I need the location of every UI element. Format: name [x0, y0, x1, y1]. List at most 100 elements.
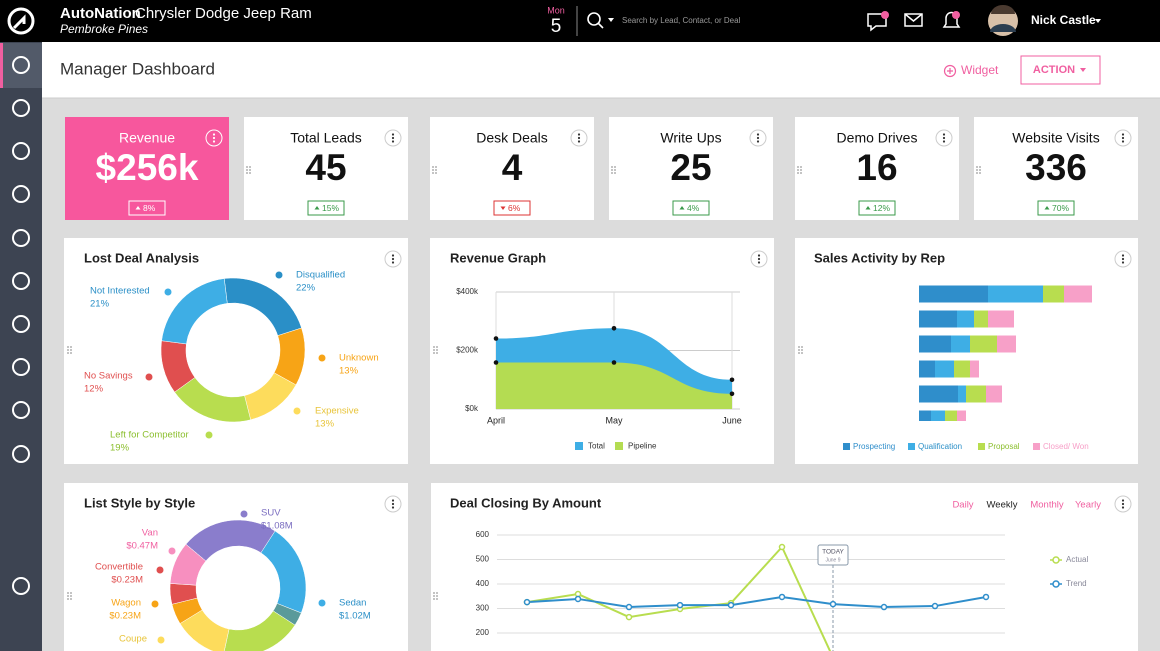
menu-dot[interactable]	[212, 140, 216, 143]
handle-dot[interactable]	[249, 172, 251, 174]
menu-dot[interactable]	[212, 133, 216, 136]
menu-dot[interactable]	[391, 502, 395, 506]
handle-dot[interactable]	[67, 595, 69, 597]
nav-icon[interactable]	[12, 99, 30, 117]
handle-dot[interactable]	[249, 169, 251, 171]
handle-dot[interactable]	[979, 169, 981, 171]
period-tab[interactable]: Weekly	[987, 500, 1018, 511]
handle-dot[interactable]	[67, 592, 69, 594]
nav-icon[interactable]	[12, 272, 30, 290]
menu-button[interactable]	[384, 129, 402, 147]
menu-dot[interactable]	[1121, 133, 1125, 136]
handle-dot[interactable]	[67, 349, 69, 351]
menu-dot[interactable]	[391, 133, 395, 136]
nav-icon[interactable]	[12, 358, 30, 376]
nav-icon[interactable]	[12, 185, 30, 203]
period-tab[interactable]: Yearly	[1075, 500, 1101, 511]
handle-dot[interactable]	[798, 346, 800, 348]
menu-dot[interactable]	[1121, 140, 1125, 143]
menu-button[interactable]	[935, 129, 953, 147]
menu-dot[interactable]	[391, 136, 395, 140]
handle-dot[interactable]	[614, 172, 616, 174]
menu-circle[interactable]	[935, 129, 953, 147]
handle-dot[interactable]	[70, 598, 72, 600]
menu-dot[interactable]	[212, 136, 216, 140]
menu-dot[interactable]	[757, 254, 761, 257]
menu-circle[interactable]	[570, 129, 588, 147]
handle-dot[interactable]	[798, 349, 800, 351]
menu-button[interactable]	[749, 129, 767, 147]
handle-dot[interactable]	[435, 166, 437, 168]
handle-dot[interactable]	[436, 352, 438, 354]
menu-dot[interactable]	[942, 140, 946, 143]
drag-handle[interactable]	[433, 346, 438, 354]
menu-dot[interactable]	[391, 506, 395, 509]
handle-dot[interactable]	[433, 349, 435, 351]
handle-dot[interactable]	[246, 169, 248, 171]
handle-dot[interactable]	[797, 169, 799, 171]
drag-handle[interactable]	[67, 592, 72, 600]
menu-dot[interactable]	[757, 257, 761, 261]
menu-dot[interactable]	[942, 136, 946, 140]
logo[interactable]	[7, 7, 35, 35]
menu-dot[interactable]	[756, 140, 760, 143]
handle-dot[interactable]	[433, 346, 435, 348]
menu-dot[interactable]	[1121, 506, 1125, 509]
handle-dot[interactable]	[67, 346, 69, 348]
handle-dot[interactable]	[433, 592, 435, 594]
handle-dot[interactable]	[70, 595, 72, 597]
widget-icon[interactable]	[943, 64, 957, 78]
menu-dot[interactable]	[391, 140, 395, 143]
handle-dot[interactable]	[979, 172, 981, 174]
handle-dot[interactable]	[436, 592, 438, 594]
menu-button[interactable]	[750, 250, 768, 268]
handle-dot[interactable]	[611, 172, 613, 174]
menu-circle[interactable]	[1114, 129, 1132, 147]
drag-handle[interactable]	[797, 166, 802, 174]
menu-dot[interactable]	[577, 136, 581, 140]
nav-icon[interactable]	[12, 445, 30, 463]
handle-dot[interactable]	[432, 169, 434, 171]
drag-handle[interactable]	[798, 346, 803, 354]
handle-dot[interactable]	[246, 172, 248, 174]
nav-icon[interactable]	[12, 229, 30, 247]
drag-handle[interactable]	[611, 166, 616, 174]
handle-dot[interactable]	[70, 592, 72, 594]
handle-dot[interactable]	[435, 169, 437, 171]
drag-handle[interactable]	[432, 166, 437, 174]
menu-circle[interactable]	[384, 250, 402, 268]
menu-dot[interactable]	[1121, 499, 1125, 502]
drag-handle[interactable]	[433, 592, 438, 600]
menu-dot[interactable]	[1121, 261, 1125, 264]
menu-button[interactable]	[1114, 495, 1132, 513]
bell-icon[interactable]	[942, 11, 961, 28]
period-tab[interactable]: Daily	[952, 500, 973, 511]
action-caret[interactable]	[1080, 68, 1086, 72]
handle-dot[interactable]	[246, 166, 248, 168]
handle-dot[interactable]	[611, 166, 613, 168]
handle-dot[interactable]	[432, 172, 434, 174]
handle-dot[interactable]	[979, 166, 981, 168]
drag-handle[interactable]	[67, 346, 72, 354]
handle-dot[interactable]	[614, 169, 616, 171]
menu-button[interactable]	[570, 129, 588, 147]
action-button-label[interactable]: ACTION	[1033, 64, 1075, 76]
widget-button[interactable]: Widget	[961, 63, 999, 77]
menu-dot[interactable]	[1121, 254, 1125, 257]
handle-dot[interactable]	[70, 352, 72, 354]
menu-circle[interactable]	[1114, 250, 1132, 268]
menu-dot[interactable]	[577, 133, 581, 136]
nav-icon[interactable]	[12, 142, 30, 160]
nav-icon[interactable]	[12, 315, 30, 333]
menu-button[interactable]	[384, 250, 402, 268]
nav-icon[interactable]	[12, 577, 30, 595]
user-name[interactable]: Nick Castle	[1031, 13, 1096, 27]
menu-dot[interactable]	[391, 499, 395, 502]
menu-button[interactable]	[1114, 129, 1132, 147]
handle-dot[interactable]	[67, 352, 69, 354]
menu-dot[interactable]	[1121, 136, 1125, 140]
handle-dot[interactable]	[798, 352, 800, 354]
handle-dot[interactable]	[611, 169, 613, 171]
handle-dot[interactable]	[800, 166, 802, 168]
menu-button[interactable]	[205, 129, 223, 147]
